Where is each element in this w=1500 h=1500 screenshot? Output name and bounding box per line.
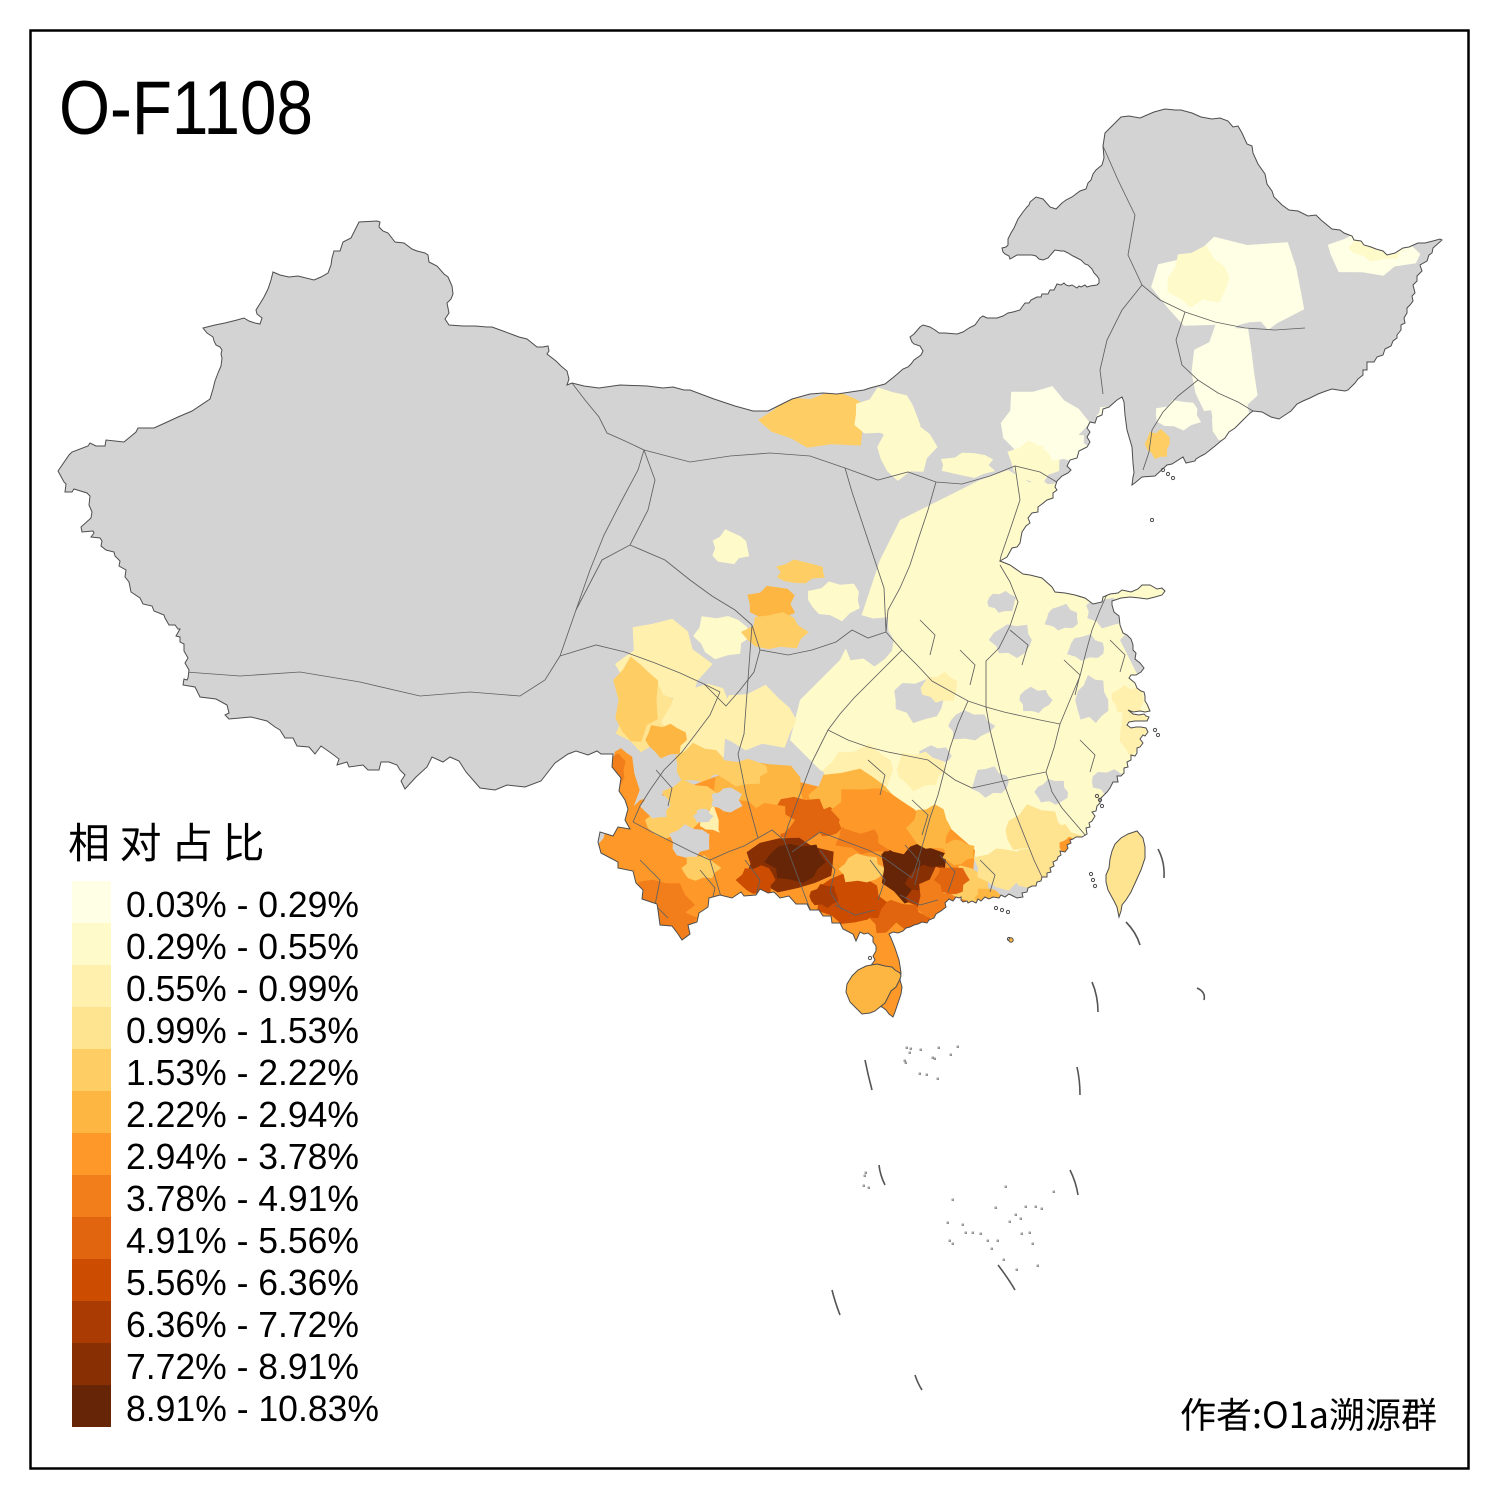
svg-text:1.53% - 2.22%: 1.53% - 2.22%: [126, 1052, 359, 1093]
svg-text:3.78% - 4.91%: 3.78% - 4.91%: [126, 1178, 359, 1219]
svg-text:0.99% - 1.53%: 0.99% - 1.53%: [126, 1010, 359, 1051]
svg-text:0.03% - 0.29%: 0.03% - 0.29%: [126, 884, 359, 925]
svg-text:6.36% - 7.72%: 6.36% - 7.72%: [126, 1304, 359, 1345]
svg-text:O-F1108: O-F1108: [59, 66, 313, 151]
svg-text:0.29% - 0.55%: 0.29% - 0.55%: [126, 926, 359, 967]
svg-text:2.22% - 2.94%: 2.22% - 2.94%: [126, 1094, 359, 1135]
svg-text:7.72% - 8.91%: 7.72% - 8.91%: [126, 1346, 359, 1387]
svg-text:5.56% - 6.36%: 5.56% - 6.36%: [126, 1262, 359, 1303]
svg-text:0.55% - 0.99%: 0.55% - 0.99%: [126, 968, 359, 1009]
svg-text:8.91% - 10.83%: 8.91% - 10.83%: [126, 1388, 379, 1429]
svg-text:4.91% - 5.56%: 4.91% - 5.56%: [126, 1220, 359, 1261]
svg-text:2.94% - 3.78%: 2.94% - 3.78%: [126, 1136, 359, 1177]
